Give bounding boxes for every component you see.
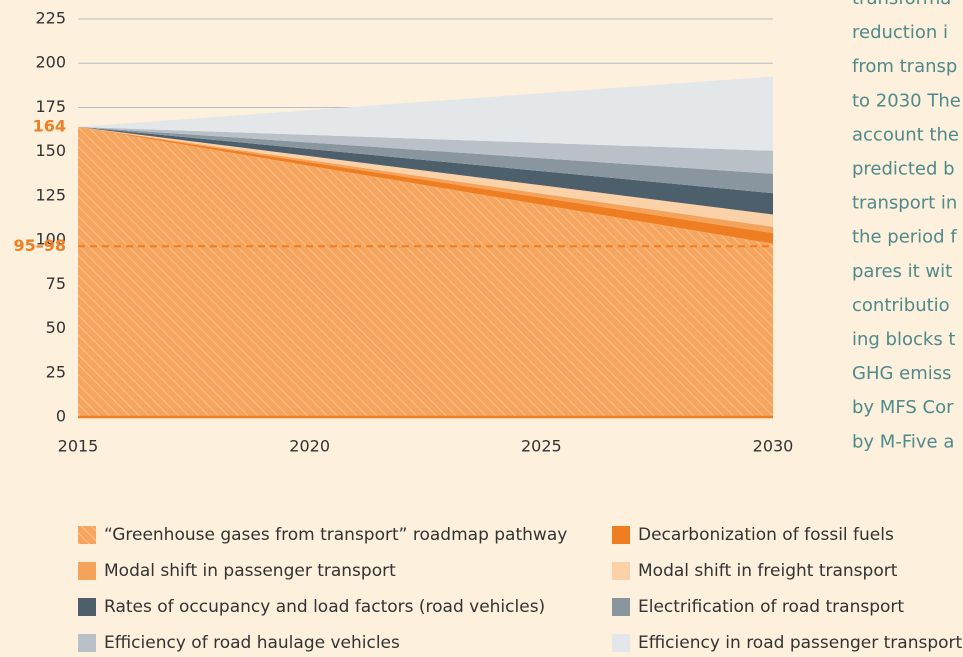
- y-tick-label: 75: [46, 274, 66, 293]
- legend-label: “Greenhouse gases from transport” roadma…: [104, 525, 567, 545]
- y-tick-label: 100: [35, 230, 66, 249]
- y-tick-label: 0: [56, 407, 66, 426]
- side-text: transforma reduction i from transp to 2030 …: [852, 0, 961, 452]
- y-tick-label: 225: [35, 9, 66, 28]
- side-text-line: reduction i: [852, 22, 948, 43]
- side-text-line: contributio: [852, 295, 950, 316]
- legend-swatch: [78, 526, 96, 544]
- x-tick-label: 2015: [58, 437, 99, 456]
- side-text-line: by M-Five a: [852, 431, 954, 452]
- legend-swatch: [612, 634, 630, 652]
- side-text-line: GHG emiss: [852, 363, 952, 384]
- side-text-line: by MFS Cor: [852, 397, 954, 418]
- area: [78, 126, 773, 194]
- side-text-line: from transp: [852, 56, 957, 77]
- x-tick-label: 2030: [753, 437, 794, 456]
- legend-swatch: [612, 526, 630, 544]
- y-tick-label: 25: [46, 362, 66, 381]
- area: [78, 126, 773, 244]
- legend-swatch: [78, 562, 96, 580]
- legend-label: Efficiency of road haulage vehicles: [104, 633, 400, 653]
- legend-label: Modal shift in freight transport: [638, 561, 898, 581]
- side-text-line: transforma: [852, 0, 951, 9]
- y-tick-label: 125: [35, 185, 66, 204]
- legend-label: Efficiency in road passenger transport: [638, 633, 963, 653]
- legend-label: Modal shift in passenger transport: [104, 561, 396, 581]
- area: [78, 126, 773, 174]
- legend-label: Rates of occupancy and load factors (roa…: [104, 597, 545, 617]
- y-tick-label: 200: [35, 53, 66, 72]
- legend-swatch: [612, 598, 630, 616]
- area: [78, 126, 773, 227]
- legend-label: Decarbonization of fossil fuels: [638, 525, 894, 545]
- side-text-line: pares it wit: [852, 261, 952, 282]
- area: [78, 76, 773, 151]
- side-text-line: ing blocks t: [852, 329, 955, 350]
- side-text-line: transport in: [852, 193, 957, 214]
- side-text-line: the period f: [852, 227, 957, 248]
- highlight-tick-label: 164: [33, 116, 66, 135]
- side-text-line: to 2030 The: [852, 90, 961, 111]
- overlay: 164 95–98: [13, 116, 773, 419]
- legend-swatch: [612, 562, 630, 580]
- y-tick-label: 50: [46, 318, 66, 337]
- x-tick-label: 2020: [289, 437, 330, 456]
- side-text-line: predicted b: [852, 159, 955, 180]
- area: [78, 126, 773, 417]
- legend-swatch: [78, 634, 96, 652]
- areas: [78, 76, 773, 417]
- highlight-tick-label: 95–98: [13, 236, 66, 255]
- legend-swatch: [78, 598, 96, 616]
- legend: “Greenhouse gases from transport” roadma…: [78, 525, 963, 653]
- legend-label: Electrification of road transport: [638, 597, 904, 617]
- side-text-line: account the: [852, 124, 959, 145]
- y-tick-label: 175: [35, 97, 66, 116]
- area: [78, 126, 773, 234]
- area: [78, 126, 773, 215]
- x-tick-label: 2025: [521, 437, 562, 456]
- y-tick-label: 150: [35, 141, 66, 160]
